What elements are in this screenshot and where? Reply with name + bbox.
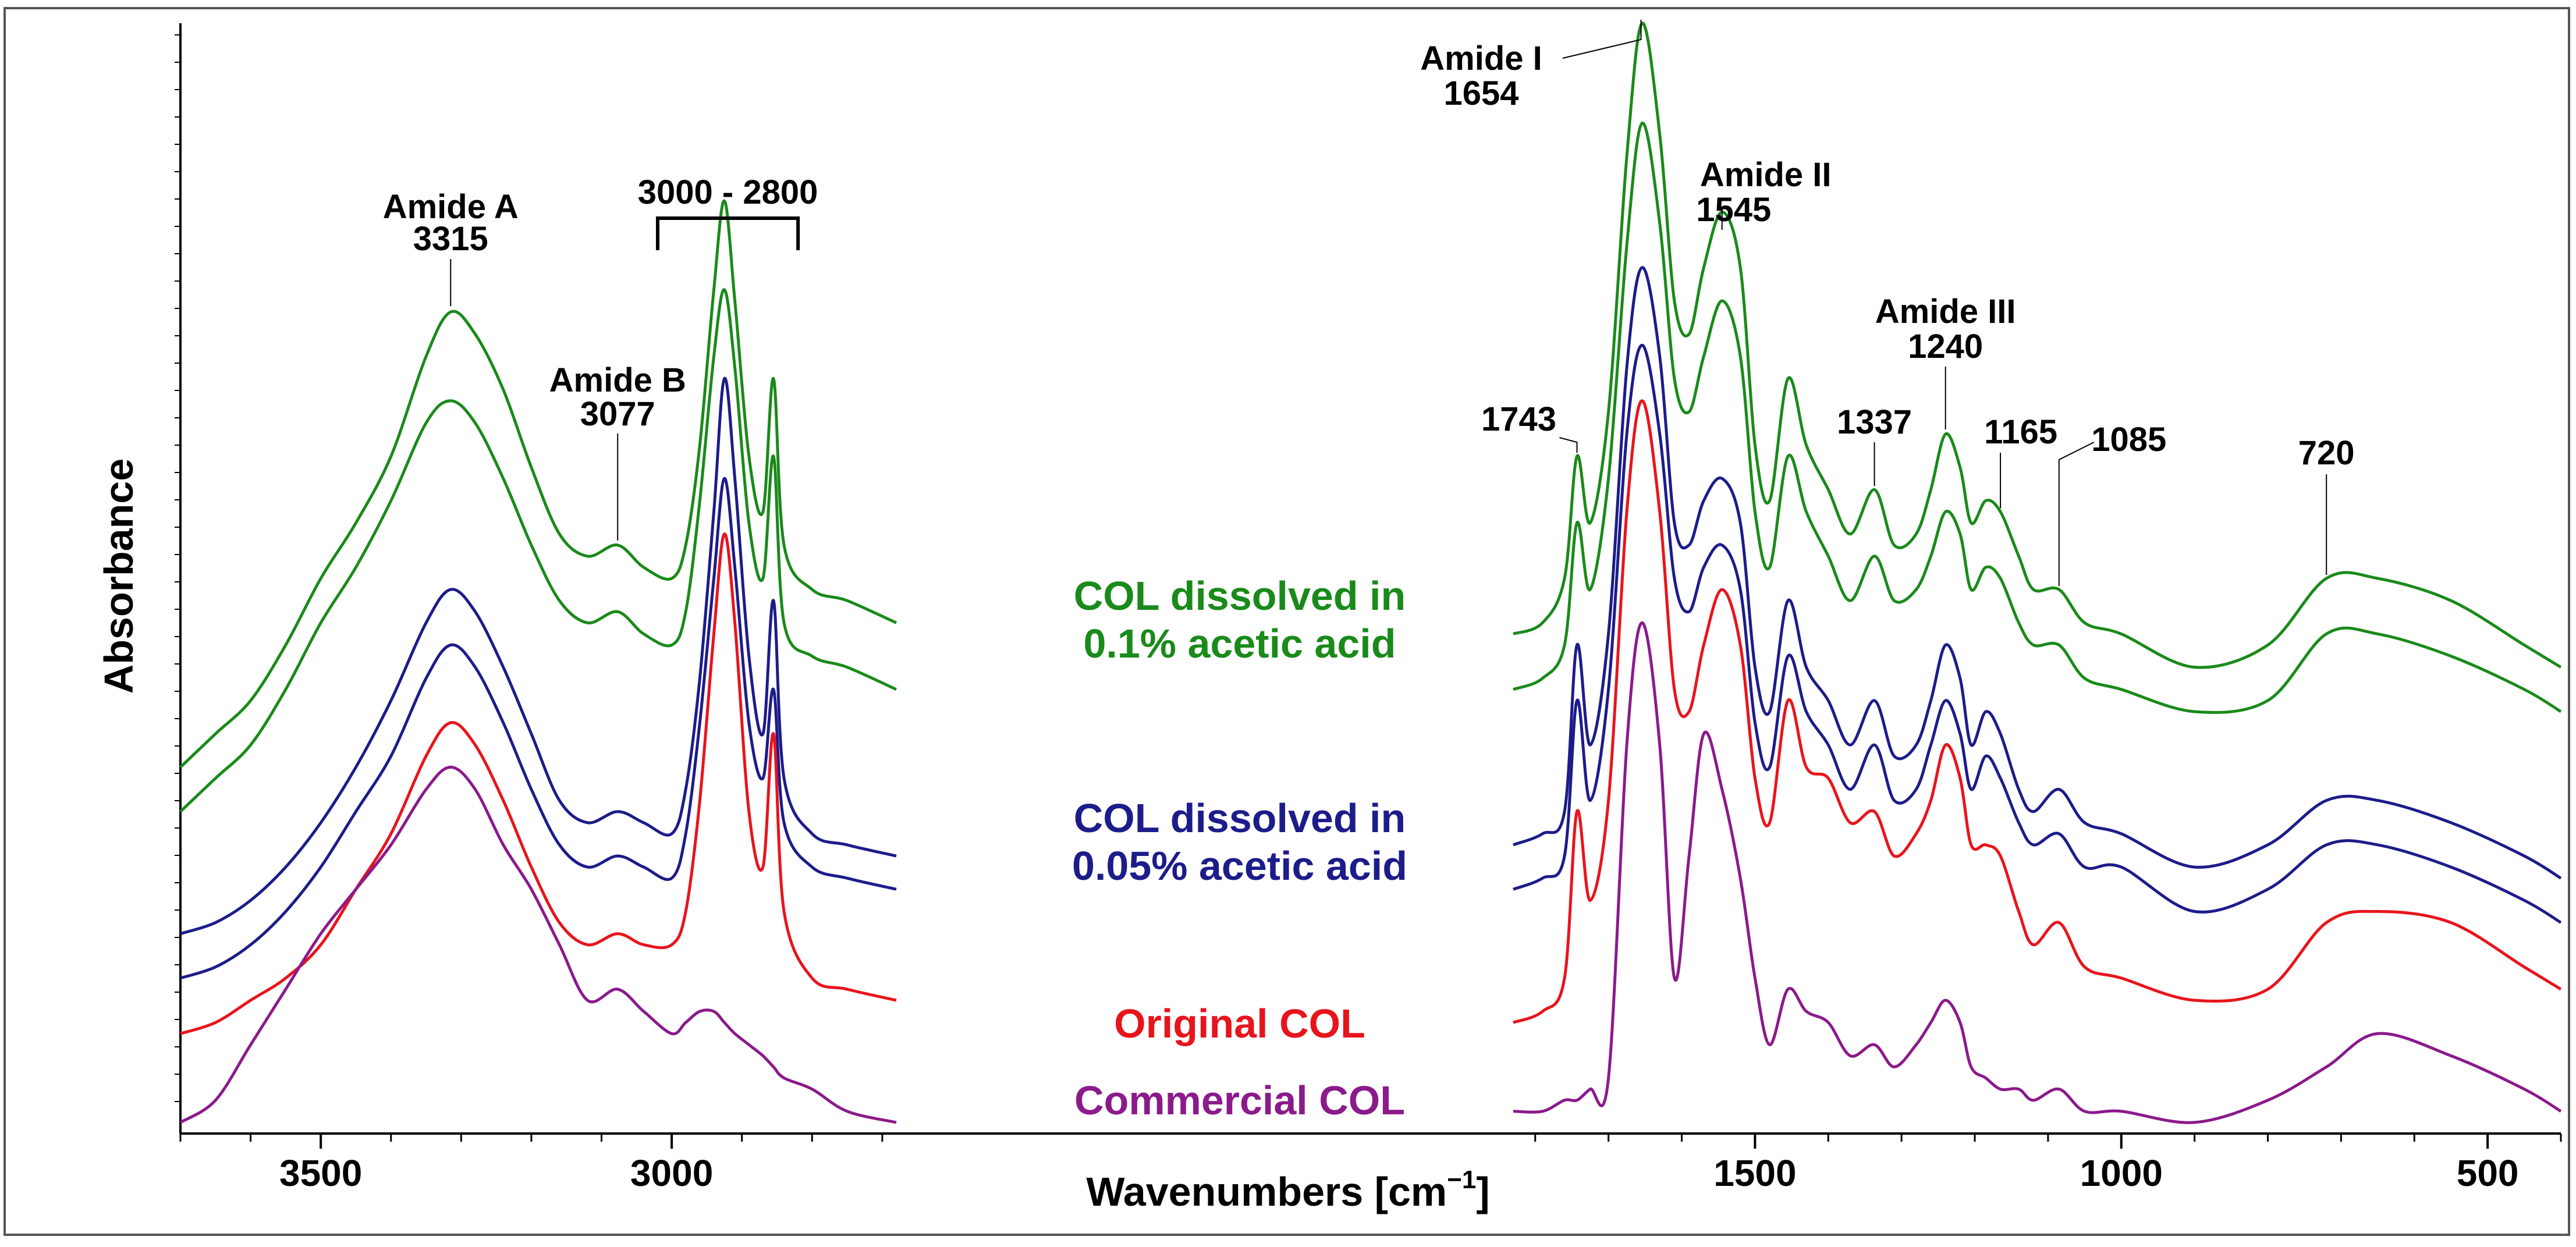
leader-line: [1562, 20, 1642, 59]
series-line-high-wavenumber: [180, 532, 897, 1035]
series-line-fingerprint: [1513, 399, 2562, 1024]
axes-layer: 3500 3000 1500 1000 500: [175, 23, 2562, 1194]
series-1: [179, 22, 2562, 769]
peak-label: 3077: [580, 395, 655, 433]
x-tick-label: 3500: [279, 1152, 362, 1194]
peak-label: Amide III: [1875, 293, 2016, 331]
series-line-fingerprint: [1513, 266, 2562, 880]
series-line-high-wavenumber: [180, 376, 897, 935]
series-3: [180, 266, 2562, 935]
figure-border: [3, 7, 2570, 1236]
peak-label: Amide B: [549, 361, 686, 399]
x-tick-label: 500: [2457, 1152, 2519, 1194]
peak-label: Amide A: [383, 188, 519, 226]
x-tick-label: 1500: [1713, 1152, 1796, 1194]
series-6: [179, 621, 2562, 1124]
range-label: 3000 - 2800: [638, 173, 818, 211]
leader-line: [2058, 442, 2095, 587]
series-line-fingerprint: [1513, 122, 2562, 714]
x-tick-label: 3000: [630, 1152, 713, 1194]
leader-line: [1559, 437, 1578, 453]
series-line-high-wavenumber: [179, 288, 897, 813]
peak-label: 3315: [413, 220, 488, 258]
legend-label-line2: 0.05% acetic acid: [1072, 843, 1407, 889]
peak-label: Amide II: [1700, 156, 1832, 194]
peak-label: 1085: [2091, 421, 2166, 459]
series-line-high-wavenumber: [180, 477, 897, 980]
peak-label: 1240: [1908, 328, 1983, 365]
series-5: [180, 399, 2562, 1035]
peak-label: 1337: [1837, 403, 1912, 441]
y-axis-label: Absorbance: [96, 459, 141, 694]
series-2: [179, 122, 2562, 813]
peak-label: Amide I: [1420, 40, 1542, 77]
legend-label-line1: Commercial COL: [1074, 1078, 1405, 1123]
peak-label: 1743: [1481, 400, 1556, 438]
legend-entry-2: COL dissolved in0.05% acetic acid: [1072, 795, 1407, 889]
legend-label-line1: COL dissolved in: [1074, 573, 1406, 619]
legend-label-line1: Original COL: [1114, 1001, 1365, 1046]
series-4: [180, 343, 2562, 980]
range-bracket: [656, 216, 800, 250]
legend-entry-1: COL dissolved in0.1% acetic acid: [1074, 573, 1406, 666]
peak-label: 720: [2298, 434, 2355, 472]
peak-label: 1545: [1696, 191, 1771, 229]
y-axis-title: Absorbance: [96, 459, 141, 694]
legend-label-line2: 0.1% acetic acid: [1084, 621, 1396, 666]
series-layer: [179, 22, 2562, 1124]
series-line-high-wavenumber: [179, 765, 897, 1124]
legend-entry-3: Original COL: [1114, 1001, 1365, 1046]
x-axis-label: Wavenumbers [cm−1]: [1086, 1166, 1489, 1214]
series-line-fingerprint: [1513, 621, 2562, 1124]
legend-entry-4: Commercial COL: [1074, 1078, 1405, 1123]
series-line-high-wavenumber: [179, 199, 897, 769]
peak-label: 1654: [1443, 74, 1518, 112]
x-tick-label: 1000: [2080, 1152, 2163, 1194]
series-line-fingerprint: [1513, 22, 2562, 669]
series-line-fingerprint: [1513, 343, 2562, 924]
legend-label-line1: COL dissolved in: [1074, 795, 1406, 841]
peak-label: 1165: [1984, 413, 2057, 451]
